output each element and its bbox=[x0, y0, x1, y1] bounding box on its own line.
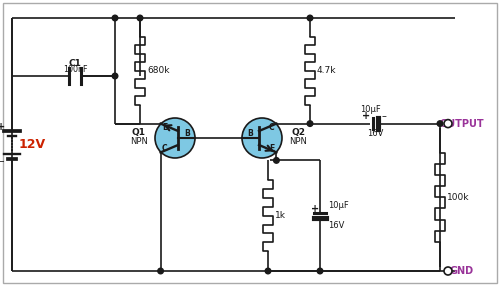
Circle shape bbox=[444, 267, 452, 275]
Circle shape bbox=[112, 73, 118, 79]
Text: B: B bbox=[247, 128, 253, 138]
Text: 680k: 680k bbox=[147, 66, 170, 75]
Circle shape bbox=[155, 118, 195, 158]
Text: C: C bbox=[162, 144, 168, 153]
Text: –: – bbox=[0, 156, 4, 166]
Circle shape bbox=[265, 268, 271, 274]
Text: +: + bbox=[311, 204, 319, 214]
Text: 100k: 100k bbox=[447, 193, 469, 202]
Circle shape bbox=[274, 158, 279, 163]
Text: E: E bbox=[162, 123, 167, 132]
Text: 16V: 16V bbox=[328, 221, 344, 230]
Text: 16V: 16V bbox=[367, 129, 383, 138]
Text: NPN: NPN bbox=[130, 138, 148, 146]
Circle shape bbox=[158, 268, 164, 274]
Circle shape bbox=[112, 15, 118, 21]
Text: 4.7k: 4.7k bbox=[317, 66, 336, 75]
Text: B: B bbox=[184, 128, 190, 138]
Text: +: + bbox=[0, 122, 5, 132]
Text: –: – bbox=[382, 111, 386, 121]
Text: 100nF: 100nF bbox=[63, 65, 88, 74]
Text: 10μF: 10μF bbox=[328, 201, 349, 210]
Circle shape bbox=[307, 15, 313, 21]
Text: Q1: Q1 bbox=[132, 128, 146, 136]
Text: GND: GND bbox=[450, 266, 474, 276]
Circle shape bbox=[137, 15, 143, 21]
Text: C: C bbox=[268, 123, 274, 132]
Circle shape bbox=[437, 121, 443, 126]
Text: 12V: 12V bbox=[18, 138, 46, 151]
Text: +: + bbox=[362, 111, 370, 121]
Circle shape bbox=[317, 268, 323, 274]
FancyBboxPatch shape bbox=[3, 3, 497, 283]
Circle shape bbox=[444, 120, 452, 128]
Text: NPN: NPN bbox=[289, 138, 307, 146]
Text: OUTPUT: OUTPUT bbox=[440, 119, 484, 129]
Text: E: E bbox=[269, 144, 274, 153]
Text: 1k: 1k bbox=[275, 211, 286, 220]
Circle shape bbox=[307, 121, 313, 126]
Text: C1: C1 bbox=[68, 59, 82, 67]
Text: 10μF: 10μF bbox=[360, 105, 380, 114]
Circle shape bbox=[242, 118, 282, 158]
Text: Q2: Q2 bbox=[291, 128, 305, 136]
